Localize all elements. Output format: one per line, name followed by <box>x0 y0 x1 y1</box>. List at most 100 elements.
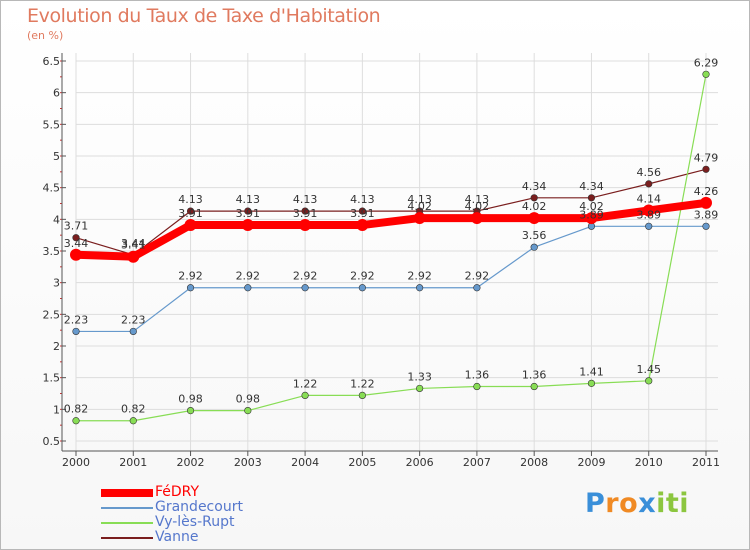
data-label-fedry: 3.91 <box>236 207 261 220</box>
y-tick-label: 6 <box>53 87 60 100</box>
y-tick-label: 3.5 <box>43 245 61 258</box>
logo-letter: i <box>656 488 666 519</box>
data-label-vy-les-rupt: 0.82 <box>121 403 146 416</box>
data-label-vanne: 4.13 <box>465 193 490 206</box>
chart-title: Evolution du Taux de Taxe d'Habitation <box>27 5 381 27</box>
y-tick-label: 1.5 <box>43 372 61 385</box>
proxiti-logo: Proxiti <box>585 488 689 519</box>
y-tick-label: 1 <box>53 403 60 416</box>
data-label-vy-les-rupt: 1.45 <box>636 363 661 376</box>
legend-swatch <box>101 537 153 539</box>
legend-swatch <box>101 522 153 524</box>
data-point-vy-les-rupt <box>473 382 481 391</box>
data-point-fedry <box>241 219 254 232</box>
data-label-grandecourt: 2.92 <box>236 270 261 283</box>
data-point-vanne <box>702 165 710 173</box>
data-label-vy-les-rupt: 1.22 <box>350 377 375 390</box>
series-line-vanne <box>75 168 707 256</box>
data-label-vy-les-rupt: 1.41 <box>579 365 604 378</box>
y-tick-label: 5.5 <box>43 118 61 131</box>
data-point-grandecourt <box>358 284 366 292</box>
data-point-vy-les-rupt <box>301 391 309 400</box>
y-tick-label: 2.5 <box>43 308 61 321</box>
data-point-vanne <box>530 194 538 202</box>
data-label-vy-les-rupt: 1.33 <box>407 370 432 383</box>
legend-label: Grandecourt <box>155 499 243 515</box>
data-point-vy-les-rupt <box>587 379 596 387</box>
data-label-vy-les-rupt: 1.36 <box>465 369 490 382</box>
y-tick-label: 4.5 <box>43 182 61 195</box>
x-tick-label: 2010 <box>635 456 663 469</box>
data-point-vanne <box>72 234 80 242</box>
data-label-layer: 3.71 3.44 4.13 4.13 4.13 4.13 4.13 4.13 4.34 4.34… <box>64 56 719 415</box>
data-label-grandecourt: 2.92 <box>407 270 432 283</box>
data-point-grandecourt <box>702 222 710 230</box>
x-tick-label: 2003 <box>234 456 262 469</box>
series-line-vy-les-rupt <box>75 73 707 422</box>
data-label-grandecourt: 3.89 <box>636 208 661 221</box>
data-label-vanne: 4.13 <box>236 193 261 206</box>
y-tick-label: 3 <box>53 277 60 290</box>
data-label-fedry: 4.02 <box>579 200 604 213</box>
data-point-vy-les-rupt <box>244 407 252 415</box>
data-label-vy-les-rupt: 0.98 <box>178 393 203 406</box>
x-tick-label: 2011 <box>692 456 720 469</box>
chart-subtitle: (en %) <box>27 29 64 42</box>
data-label-vanne: 4.13 <box>178 193 203 206</box>
data-label-vanne: 3.44 <box>121 237 146 250</box>
data-point-vanne <box>358 207 366 215</box>
data-label-fedry: 3.41 <box>121 239 146 252</box>
y-tick-label: 2 <box>53 340 60 353</box>
data-label-fedry: 4.02 <box>465 200 490 213</box>
data-point-vanne <box>301 207 309 215</box>
logo-letter: i <box>679 488 690 519</box>
data-point-vanne <box>645 180 653 188</box>
data-label-grandecourt: 2.92 <box>465 270 490 283</box>
data-point-grandecourt <box>530 243 538 251</box>
data-point-vy-les-rupt <box>416 384 424 393</box>
data-point-fedry <box>356 219 369 232</box>
data-point-grandecourt <box>129 327 137 336</box>
data-label-fedry: 4.14 <box>636 192 661 205</box>
data-point-fedry <box>70 248 82 261</box>
y-tick-label: 6.5 <box>43 55 61 68</box>
data-label-vanne: 4.13 <box>293 193 318 206</box>
data-point-grandecourt <box>416 284 424 292</box>
data-point-fedry <box>299 219 312 232</box>
data-point-vy-les-rupt <box>358 391 366 400</box>
x-tick-label: 2002 <box>177 456 205 469</box>
axis-layer: 0.5 1 1.5 2 2.5 3 3.5 4 4.5 5 5.5 6 6.5 2000 2001 2002 2… <box>43 53 720 469</box>
data-label-fedry: 3.91 <box>350 207 375 220</box>
data-point-vy-les-rupt <box>702 70 710 78</box>
data-label-fedry: 3.44 <box>64 237 89 250</box>
x-tick-label: 2005 <box>348 456 376 469</box>
legend-label: Vy-lès-Rupt <box>155 514 235 530</box>
legend-swatch <box>101 507 153 509</box>
data-label-grandecourt: 3.89 <box>694 208 719 221</box>
logo-letter: o <box>619 488 639 519</box>
data-label-grandecourt: 2.92 <box>293 270 318 283</box>
series-layer <box>70 70 712 425</box>
data-label-fedry: 4.26 <box>694 185 719 198</box>
x-tick-label: 2006 <box>406 456 434 469</box>
data-label-vy-les-rupt: 1.22 <box>293 377 318 390</box>
data-label-fedry: 3.91 <box>293 207 318 220</box>
data-label-grandecourt: 2.92 <box>350 270 375 283</box>
data-point-grandecourt <box>186 284 195 292</box>
data-point-fedry <box>700 196 712 209</box>
data-point-fedry <box>470 212 483 225</box>
y-tick-label: 4 <box>53 213 60 226</box>
logo-letter: x <box>638 488 657 519</box>
data-point-fedry <box>184 219 197 232</box>
data-point-fedry <box>127 250 140 263</box>
logo-letter: r <box>605 488 620 519</box>
data-point-fedry <box>413 212 426 225</box>
data-point-vy-les-rupt <box>186 407 195 415</box>
data-point-grandecourt <box>244 284 252 292</box>
legend-swatch <box>101 489 153 497</box>
data-label-grandecourt: 2.23 <box>121 313 146 326</box>
data-point-grandecourt <box>301 284 309 292</box>
data-point-grandecourt <box>645 222 653 230</box>
y-tick-label: 0.5 <box>43 435 61 448</box>
